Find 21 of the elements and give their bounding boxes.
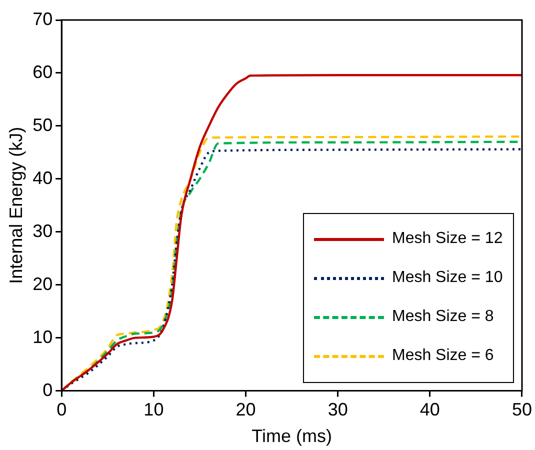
y-tick-label: 0 — [42, 380, 53, 400]
x-tick-label: 20 — [236, 400, 256, 420]
x-tick-label: 50 — [512, 400, 532, 420]
y-axis-title: Internal Energy (kJ) — [6, 126, 26, 284]
x-tick-label: 30 — [328, 400, 348, 420]
y-tick-label: 60 — [32, 62, 53, 82]
y-tick-label: 10 — [32, 326, 53, 347]
line-series — [62, 74, 522, 391]
legend-label: Mesh Size = 6 — [392, 347, 494, 366]
y-tick-label: 30 — [32, 220, 53, 241]
x-tick-label: 40 — [420, 400, 440, 420]
legend-label: Mesh Size = 8 — [392, 308, 494, 326]
y-tick-label: 40 — [32, 168, 53, 188]
y-tick-label: 50 — [32, 114, 53, 135]
y-tick-label: 70 — [32, 8, 53, 29]
x-tick-label: 0 — [56, 400, 67, 420]
legend-label: Mesh Size = 12 — [392, 230, 503, 248]
x-tick-label: 10 — [144, 400, 164, 420]
legend-label: Mesh Size = 10 — [392, 269, 503, 288]
y-tick-label: 20 — [32, 274, 53, 294]
x-axis-title: Time (ms) — [252, 426, 332, 446]
